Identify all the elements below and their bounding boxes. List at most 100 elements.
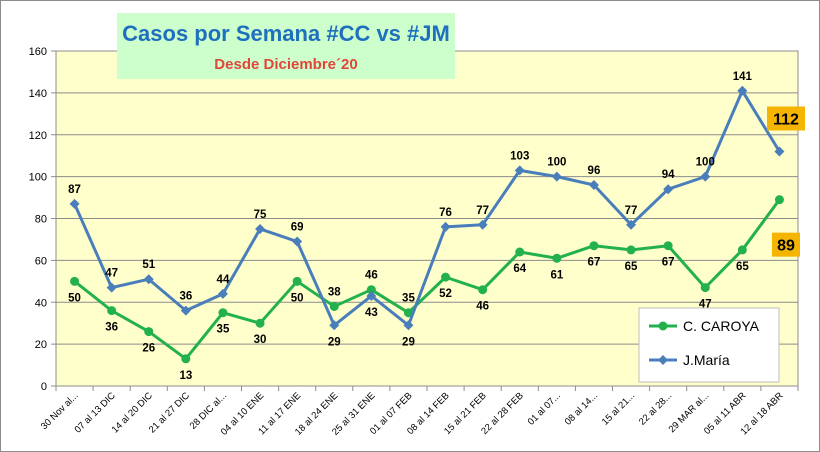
legend-label: C. CAROYA — [683, 318, 760, 334]
data-label: 103 — [510, 150, 529, 162]
data-label: 77 — [476, 205, 489, 217]
data-label: 69 — [291, 222, 304, 234]
data-label: 26 — [142, 343, 155, 355]
data-label: 35 — [402, 293, 415, 305]
data-label: 96 — [588, 165, 601, 177]
data-point — [366, 290, 377, 301]
data-labels: 50 36 26 13 35 30 50 38 46 35 52 46 64 61 67 65 67 47 65 87… — [68, 71, 752, 382]
y-tick-label: 100 — [29, 172, 47, 184]
x-tick-label: 22 al 28... — [637, 390, 674, 427]
callout-box — [772, 232, 800, 257]
y-tick-label: 60 — [35, 255, 47, 267]
data-label: 51 — [142, 259, 155, 271]
data-point — [144, 327, 154, 337]
data-label: 87 — [68, 184, 81, 196]
last-value-callouts: 112 89 — [767, 106, 805, 257]
data-point — [218, 308, 228, 318]
data-point — [700, 283, 710, 293]
data-label: 61 — [550, 269, 563, 281]
data-point — [70, 276, 80, 286]
legend-label: J.María — [683, 352, 730, 368]
data-label: 13 — [179, 370, 192, 382]
data-label: 43 — [365, 307, 378, 319]
y-tick-label: 160 — [29, 46, 47, 58]
y-tick-label: 40 — [35, 297, 47, 309]
data-label: 94 — [662, 169, 675, 181]
data-point — [403, 320, 414, 331]
data-label: 100 — [547, 157, 566, 169]
data-point — [626, 245, 636, 255]
data-point — [366, 285, 376, 295]
data-label: 38 — [328, 286, 341, 298]
data-label: 67 — [588, 257, 601, 269]
data-label: 67 — [662, 257, 675, 269]
data-point — [663, 184, 674, 195]
series-line — [73, 89, 781, 327]
y-tick-label: 120 — [29, 130, 47, 142]
y-tick-label: 140 — [29, 88, 47, 100]
x-tick-label: 01 al 07... — [526, 390, 563, 427]
data-point — [663, 241, 673, 251]
data-point — [774, 195, 784, 205]
data-point — [626, 219, 637, 230]
data-label: 36 — [179, 291, 192, 303]
data-label: 47 — [105, 268, 118, 280]
data-point — [737, 245, 747, 255]
data-point — [292, 276, 302, 286]
data-point — [478, 285, 488, 295]
data-point — [181, 354, 191, 364]
series-group — [69, 85, 785, 364]
data-point — [588, 180, 599, 190]
data-point — [255, 318, 265, 328]
data-point — [774, 146, 785, 157]
data-label: 76 — [439, 207, 452, 219]
legend-marker — [658, 355, 668, 365]
x-tick-label: 15 al 21... — [600, 390, 637, 427]
data-label: 46 — [476, 301, 489, 313]
legend-marker — [658, 321, 668, 331]
data-point — [329, 320, 340, 331]
data-point — [69, 198, 80, 209]
data-point — [515, 247, 525, 257]
data-label: 75 — [254, 209, 267, 221]
data-point — [329, 301, 339, 311]
callout-label: 89 — [777, 238, 795, 255]
data-label: 50 — [291, 292, 304, 304]
data-label: 36 — [105, 322, 118, 334]
data-label: 30 — [254, 334, 267, 346]
title-background — [117, 13, 455, 79]
data-label: 52 — [439, 288, 452, 300]
data-point — [106, 282, 117, 293]
callout-label: 112 — [773, 112, 799, 129]
data-label: 46 — [365, 270, 378, 282]
data-label: 44 — [217, 274, 230, 286]
data-point — [514, 165, 525, 176]
data-point — [441, 272, 451, 282]
y-axis-ticks: 0 20 40 60 80 100 120 140 160 — [29, 46, 47, 393]
chart-title: Casos por Semana #CC vs #JM — [122, 21, 450, 46]
data-label: 65 — [736, 261, 749, 273]
data-label: 100 — [696, 157, 715, 169]
data-point — [403, 308, 413, 318]
data-label: 77 — [625, 205, 638, 217]
legend: C. CAROYA J.María — [638, 307, 780, 383]
title-box: Casos por Semana #CC vs #JM Desde Diciem… — [117, 13, 455, 79]
data-point — [477, 219, 488, 230]
data-point — [217, 288, 228, 299]
y-tick-label: 0 — [41, 381, 47, 393]
data-label: 29 — [328, 336, 341, 348]
data-point — [589, 241, 599, 251]
series-line — [73, 198, 781, 361]
data-label: 50 — [68, 292, 81, 304]
callout-box — [767, 106, 805, 131]
data-label: 35 — [217, 324, 230, 336]
data-point — [255, 223, 266, 234]
data-point — [107, 306, 117, 316]
data-point — [143, 274, 154, 285]
x-tick-label: 08 al 14... — [563, 390, 600, 427]
data-label: 141 — [733, 71, 753, 83]
data-point — [180, 305, 191, 316]
data-label: 64 — [513, 263, 526, 275]
